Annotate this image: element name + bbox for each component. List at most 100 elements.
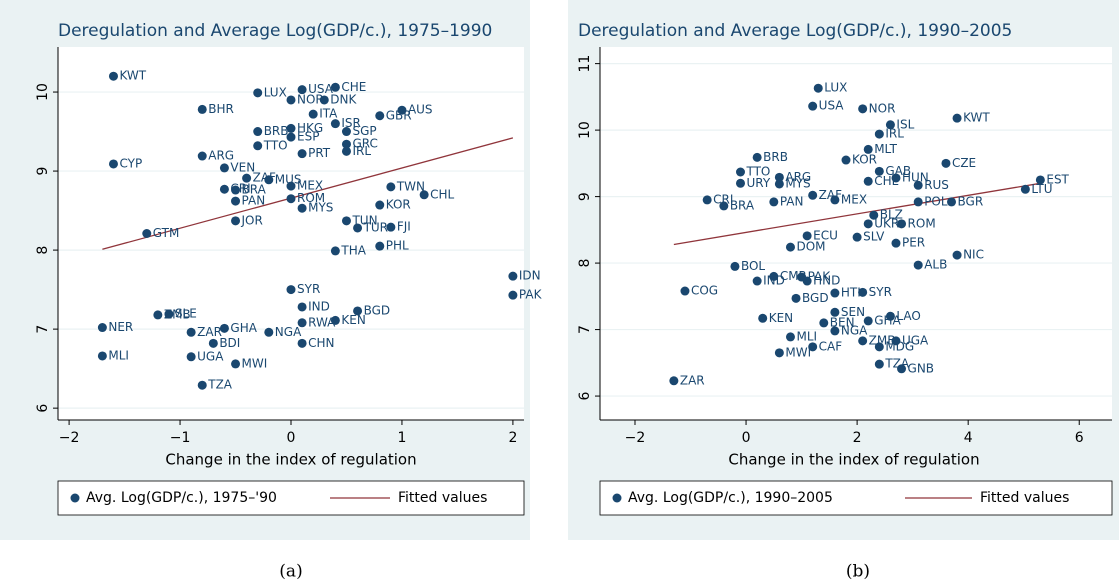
point [830,288,840,298]
point [863,176,873,186]
point [253,141,263,151]
point-label: ROM [908,216,936,230]
x-tick-label: −2 [625,430,646,446]
x-tick-label: 0 [287,430,296,446]
point [752,276,762,286]
point-label: KWT [119,69,146,83]
point [297,318,307,328]
point [197,104,207,114]
point-label: PHL [386,239,409,253]
point-label: FJI [397,220,411,234]
point-label: GNB [908,361,935,375]
point-label: NOR [869,101,896,115]
point [375,241,385,251]
point [330,246,340,256]
point [858,336,868,346]
point [308,109,318,119]
point-label: KWT [963,111,990,125]
point-label: CAF [819,339,843,353]
point [253,127,263,137]
point [1020,184,1030,194]
point [891,173,901,183]
point-label: ZMB [869,333,896,347]
panel-b: Deregulation and Average Log(GDP/c.), 19… [568,0,1119,582]
point [808,190,818,200]
point [874,166,884,176]
point [164,309,174,319]
point-label: RWA [308,315,336,329]
point-label: IDN [519,269,541,283]
point-label: PAN [242,194,266,208]
point-label: RUS [924,178,949,192]
point [231,196,241,206]
point-label: NOR [297,92,324,106]
point-label: EST [1046,172,1069,186]
y-tick-label: 7 [35,325,51,334]
point [802,276,812,286]
point [97,351,107,361]
point-label: PAN [780,194,804,208]
point-label: GAB [885,164,911,178]
point [330,315,340,325]
point-label: AUS [408,103,433,117]
point [874,359,884,369]
y-tick-label: 8 [577,259,593,268]
legend-marker [612,493,622,503]
point-label: NIC [963,248,984,262]
point [769,197,779,207]
y-tick-label: 10 [577,121,593,139]
point [264,327,274,337]
point [913,197,923,207]
fit-line [102,137,514,250]
point-label: IND [308,299,330,313]
point-label: BGR [958,194,984,208]
point [219,184,229,194]
point [858,104,868,114]
point [680,286,690,296]
point-label: BDI [219,336,240,350]
point-label: CZE [952,156,976,170]
point-label: COG [691,284,718,298]
point-label: UGA [902,333,929,347]
point [353,306,363,316]
point [830,307,840,317]
point [774,348,784,358]
point-label: HUN [902,170,929,184]
point [791,293,801,303]
panel-a: Deregulation and Average Log(GDP/c.), 19… [0,0,543,582]
point [735,178,745,188]
point-label: ROM [297,191,325,205]
x-tick-label: 6 [1075,430,1084,446]
point-label: LUX [824,81,847,95]
point-label: SEN [841,305,865,319]
point [885,120,895,130]
point-label: USA [308,82,334,96]
point [774,172,784,182]
point [863,144,873,154]
point [947,197,957,207]
x-axis-label: Change in the index of regulation [728,451,979,469]
point-label: MWI [785,345,811,359]
point [197,380,207,390]
point [353,223,363,233]
point [231,185,241,195]
point [186,352,196,362]
legend-marker [70,493,80,503]
point-label: DNK [330,92,357,106]
point-label: MUS [275,172,302,186]
point [330,119,340,129]
point-label: ECU [813,228,838,242]
point [297,149,307,159]
point-label: SLV [863,230,885,244]
point [813,83,823,93]
point-label: TWN [396,179,425,193]
point [108,71,118,81]
point-label: GRC [352,137,377,151]
point [735,167,745,177]
point-label: MLI [796,329,817,343]
point-label: HND [813,274,840,288]
chart-title: Deregulation and Average Log(GDP/c.), 19… [578,21,1012,41]
point-label: USA [819,99,845,113]
point-label: NER [108,320,133,334]
